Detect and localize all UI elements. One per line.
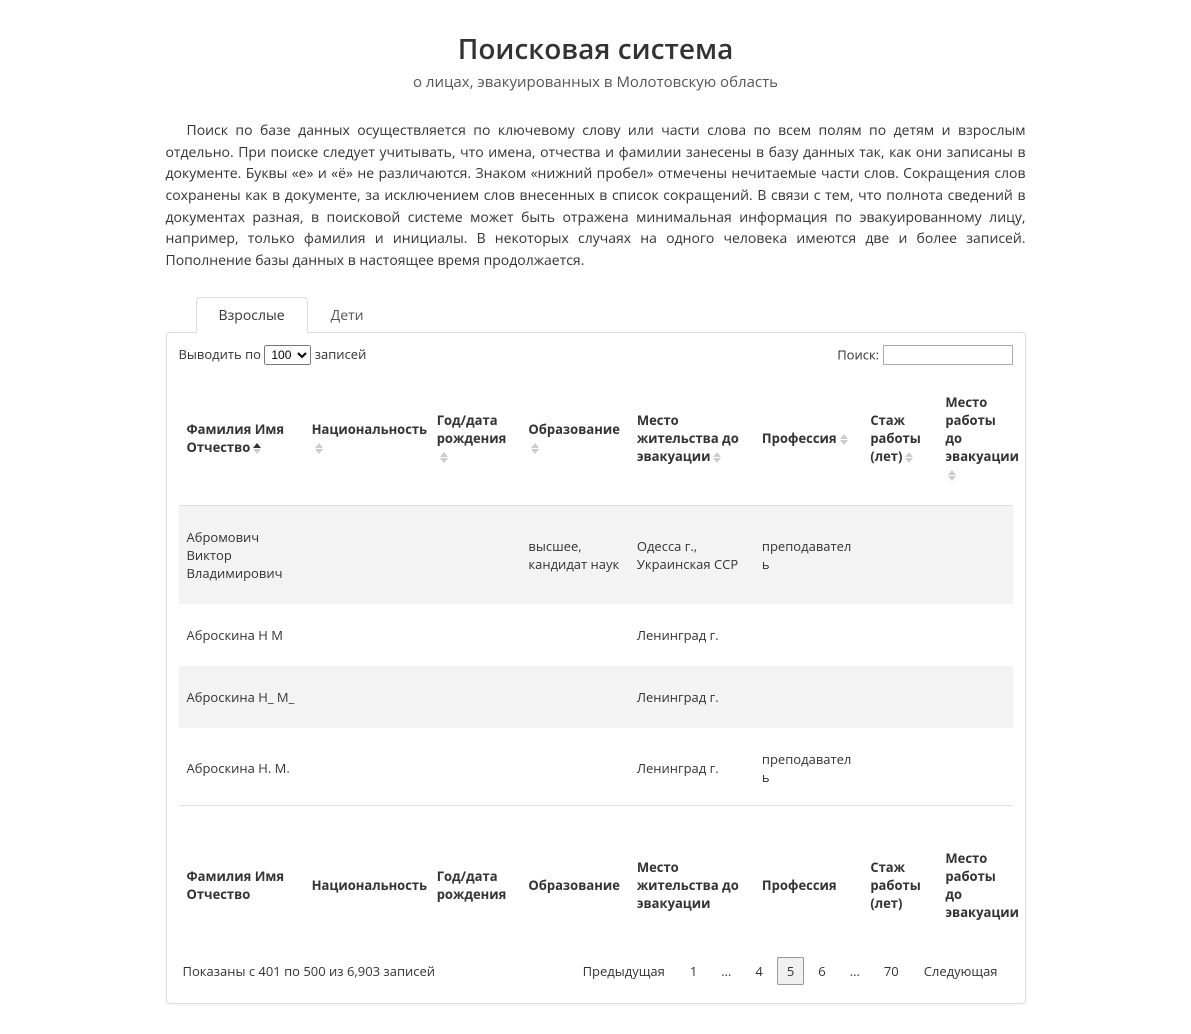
- data-table-body: Абромович Виктор Владимирович высшее, кан…: [179, 506, 1013, 806]
- pagination-page-4[interactable]: 4: [745, 957, 772, 985]
- cell-nat: [304, 506, 429, 604]
- cell-res: Ленинград г.: [629, 666, 754, 728]
- sort-icon: [713, 452, 721, 463]
- cell-name: Аброскина Н. М.: [179, 728, 304, 806]
- sort-icon: [840, 434, 848, 445]
- column-label: Место работы до эвакуации: [945, 393, 1019, 465]
- page-length-select[interactable]: 102550100: [264, 345, 311, 365]
- cell-work: [937, 666, 1012, 728]
- pagination: Предыдущая1…456…70Следующая: [572, 957, 1009, 985]
- search-input[interactable]: [883, 345, 1013, 365]
- cell-edu: [520, 666, 628, 728]
- cell-nat: [304, 728, 429, 806]
- footer-column-nat: Национальность: [304, 827, 429, 943]
- pagination-next[interactable]: Следующая: [913, 957, 1009, 985]
- cell-edu: [520, 604, 628, 666]
- cell-work: [937, 506, 1012, 604]
- cell-name: Аброскина Н_ М_: [179, 666, 304, 728]
- cell-name: Абромович Виктор Владимирович: [179, 506, 304, 604]
- table-row[interactable]: Аброскина Н. М. Ленинград г.преподаватель: [179, 728, 1013, 806]
- cell-prof: преподаватель: [754, 506, 862, 604]
- tab-adults[interactable]: Взрослые: [196, 297, 308, 333]
- cell-year: [429, 604, 521, 666]
- pagination-page-6[interactable]: 6: [808, 957, 835, 985]
- page-subtitle: о лицах, эвакуированных в Молотовскую об…: [166, 72, 1026, 92]
- column-label: Профессия: [762, 429, 837, 447]
- footer-column-exp: Стаж работы (лет): [862, 827, 937, 943]
- column-header-prof[interactable]: Профессия: [754, 379, 862, 506]
- table-row[interactable]: Аброскина Н М Ленинград г.: [179, 604, 1013, 666]
- footer-column-res: Место жительства до эвакуации: [629, 827, 754, 943]
- cell-edu: высшее, кандидат наук: [520, 506, 628, 604]
- cell-work: [937, 728, 1012, 806]
- cell-year: [429, 506, 521, 604]
- pagination-page-5[interactable]: 5: [777, 957, 804, 985]
- cell-edu: [520, 728, 628, 806]
- column-label: Национальность: [312, 420, 428, 438]
- column-label: Фамилия Имя Отчество: [187, 420, 285, 456]
- cell-prof: [754, 666, 862, 728]
- sort-icon: [531, 443, 539, 454]
- footer-column-year: Год/дата рождения: [429, 827, 521, 943]
- page-title: Поисковая система: [166, 30, 1026, 68]
- sort-icon: [253, 443, 261, 454]
- sort-icon: [315, 443, 323, 454]
- sort-icon: [440, 452, 448, 463]
- cell-year: [429, 728, 521, 806]
- cell-nat: [304, 666, 429, 728]
- cell-res: Ленинград г.: [629, 728, 754, 806]
- pagination-page-70[interactable]: 70: [874, 957, 909, 985]
- column-header-name[interactable]: Фамилия Имя Отчество: [179, 379, 304, 506]
- sort-icon: [948, 470, 956, 481]
- show-prefix: Выводить по: [179, 345, 261, 363]
- results-panel: Выводить по 102550100 записей Поиск: Фам…: [166, 332, 1026, 1004]
- cell-prof: [754, 604, 862, 666]
- column-label: Место жительства до эвакуации: [637, 411, 739, 465]
- search-control: Поиск:: [837, 345, 1012, 365]
- column-header-exp[interactable]: Стаж работы (лет): [862, 379, 937, 506]
- cell-year: [429, 666, 521, 728]
- pagination-ellipsis: …: [840, 957, 870, 985]
- column-header-res[interactable]: Место жительства до эвакуации: [629, 379, 754, 506]
- cell-res: Одесса г., Украинская ССР: [629, 506, 754, 604]
- cell-res: Ленинград г.: [629, 604, 754, 666]
- cell-exp: [862, 604, 937, 666]
- cell-name: Аброскина Н М: [179, 604, 304, 666]
- page-length-control: Выводить по 102550100 записей: [179, 345, 367, 365]
- column-header-work[interactable]: Место работы до эвакуации: [937, 379, 1012, 506]
- pagination-prev[interactable]: Предыдущая: [572, 957, 676, 985]
- footer-column-name: Фамилия Имя Отчество: [179, 827, 304, 943]
- cell-exp: [862, 666, 937, 728]
- table-row[interactable]: Абромович Виктор Владимирович высшее, кан…: [179, 506, 1013, 604]
- data-table-header: Фамилия Имя Отчество Национальность Год/да…: [179, 379, 1013, 506]
- footer-column-prof: Профессия: [754, 827, 862, 943]
- search-label: Поиск:: [837, 345, 879, 363]
- data-table-footer: Фамилия Имя ОтчествоНациональностьГод/да…: [179, 827, 1013, 943]
- cell-exp: [862, 506, 937, 604]
- footer-column-edu: Образование: [520, 827, 628, 943]
- cell-nat: [304, 604, 429, 666]
- column-label: Год/дата рождения: [437, 411, 507, 447]
- table-info: Показаны с 401 по 500 из 6,903 записей: [183, 962, 436, 980]
- tabs: Взрослые Дети: [196, 296, 1026, 332]
- table-row[interactable]: Аброскина Н_ М_ Ленинград г.: [179, 666, 1013, 728]
- pagination-ellipsis: …: [711, 957, 741, 985]
- pagination-page-1[interactable]: 1: [680, 957, 707, 985]
- column-label: Образование: [528, 420, 619, 438]
- footer-column-work: Место работы до эвакуации: [937, 827, 1012, 943]
- column-header-nat[interactable]: Национальность: [304, 379, 429, 506]
- table-body-scroll[interactable]: Абромович Виктор Владимирович высшее, кан…: [179, 506, 1013, 806]
- cell-work: [937, 604, 1012, 666]
- column-header-edu[interactable]: Образование: [520, 379, 628, 506]
- intro-paragraph: Поиск по базе данных осуществляется по к…: [166, 120, 1026, 272]
- column-header-year[interactable]: Год/дата рождения: [429, 379, 521, 506]
- tab-children[interactable]: Дети: [308, 297, 387, 333]
- horizontal-scrollbar[interactable]: [179, 806, 1013, 823]
- sort-icon: [905, 452, 913, 463]
- cell-exp: [862, 728, 937, 806]
- show-suffix: записей: [315, 345, 367, 363]
- cell-prof: преподаватель: [754, 728, 862, 806]
